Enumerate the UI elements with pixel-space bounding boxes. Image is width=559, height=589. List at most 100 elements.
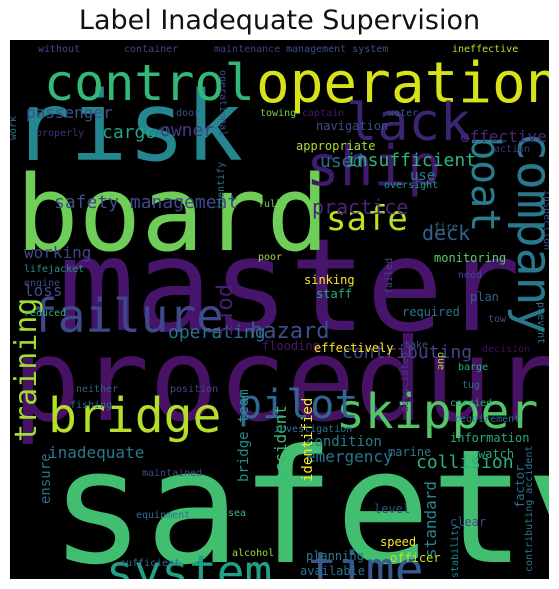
cloud-word-sufficient: sufficient [120,558,180,569]
cloud-word-contributing: contributing [342,342,472,363]
cloud-word-oversight: oversight [384,180,438,191]
cloud-word-requirement: requirement [454,414,520,425]
cloud-word-fishing: fishing [70,400,112,411]
cloud-word-boat: boat [462,136,508,232]
cloud-word-standard: standard [421,481,440,558]
cloud-word-assessment: assessment [547,528,549,579]
cloud-word-used: used [320,151,363,172]
cloud-word-need: need [458,270,482,281]
cloud-word-owner: owner [160,120,214,141]
cloud-word-pilot: pilot [238,382,358,428]
cloud-word-inadequate: inadequate [48,443,144,462]
cloud-word-carried: carried [450,398,492,409]
cloud-word-navigation: navigation [316,119,388,133]
cloud-word-safety: safety [50,416,549,579]
cloud-word-speed: speed [380,535,416,549]
cloud-word-planning: planning [306,549,364,563]
cloud-word-associated: associated [400,352,411,412]
cloud-word-tug: tug [462,380,480,391]
cloud-word-properly: properly [36,128,84,139]
cloud-word-maintenance: maintenance [214,44,280,55]
cloud-word-action: action [494,144,530,155]
cloud-word-maintained: maintained [142,468,202,479]
cloud-word-working: working [24,243,91,262]
cloud-word-take: take [404,340,428,351]
cloud-word-captain: captain [302,108,344,119]
cloud-word-clear: clear [450,515,486,529]
cloud-word-neither: neither [76,384,118,395]
cloud-word-water: water [388,108,418,119]
cloud-word-company: company [506,132,549,334]
cloud-word-decision: decision [482,344,530,355]
cloud-word-work: work [10,116,19,140]
cloud-word-required: required [402,305,460,319]
cloud-word-ensure: ensure [38,453,54,504]
cloud-word-barge: barge [458,362,488,373]
cloud-word-flooding: flooding [262,339,320,353]
cloud-word-procedure: procedure [12,314,549,447]
cloud-word-sinking: sinking [304,273,355,287]
cloud-word-fire: fire [434,222,458,233]
cloud-word-emergency: emergency [306,447,393,466]
cloud-word-appropriate: appropriate [296,139,375,153]
cloud-word-time: time [308,542,424,579]
cloud-word-door: door [176,108,200,119]
cloud-word-engine: engine [24,278,60,289]
cloud-word-insufficient: insufficient [346,150,476,171]
cloud-word-practice: practice [312,195,408,219]
cloud-word-sea: sea [228,508,246,519]
cloud-word-staff: staff [316,287,352,301]
cloud-word-plan: plan [470,290,499,304]
cloud-word-condition: condition [306,434,382,450]
cloud-word-due: due [435,352,446,370]
cloud-word-level: level [374,502,410,516]
cloud-word-system: system [106,545,272,579]
cloud-word-equipment: equipment [136,510,190,521]
cloud-word-passenger: passenger [26,103,113,122]
cloud-word-management-system: management system [286,44,388,55]
cloud-word-deck: deck [422,221,470,245]
cloud-word-alcohol: alcohol [232,548,274,559]
cloud-word-operation: operation [256,51,549,116]
cloud-word-effectively: effectively [314,341,393,355]
cloud-word-prevent: prevent [535,302,546,344]
cloud-word-stability: stability [450,524,461,578]
cloud-word-monitoring: monitoring [434,251,506,265]
cloud-word-marine: marine [388,445,431,459]
cloud-word-bridge-team: bridge team [236,389,252,482]
cloud-word-fully: fully [258,199,288,210]
cloud-word-towing: towing [260,108,296,119]
cloud-word-hazard: hazard [250,319,329,344]
cloud-word-safe: safe [326,199,408,239]
cloud-word-ineffective: ineffective [452,44,518,55]
cloud-word-use: use [410,168,435,184]
cloud-word-oil: oil [152,126,170,137]
cloud-word-training: training [10,298,44,443]
cloud-word-ship: ship [306,134,441,199]
cloud-word-port: port [214,284,239,337]
cloud-word-identified: identified [300,398,316,482]
cloud-word-safety-management: safety management [54,192,238,213]
cloud-word-position: position [170,384,218,395]
cloud-word-investigation: investigation [274,424,352,435]
cloud-word-available: available [300,564,365,578]
cloud-word-lifejacket: lifejacket [24,264,84,275]
cloud-word-inspection: inspection [541,190,549,250]
cloud-word-identify: identify [216,162,227,210]
cloud-word-without: without [38,44,80,55]
figure-title: Label Inadequate Supervision [78,5,481,36]
cloud-word-skipper: skipper [336,384,538,440]
cloud-word-contributing-accident: contributing accident [524,446,535,572]
cloud-word-lack: lack [346,93,471,153]
cloud-word-cargo: cargo [102,122,156,143]
cloud-word-failed: failed [384,258,395,294]
cloud-word-information: information [450,431,529,445]
cloud-word-officer: officer [390,551,441,565]
cloud-word-reduced: reduced [24,308,66,319]
cloud-word-operational: operational [217,70,228,136]
cloud-word-poor: poor [258,252,282,263]
cloud-word-tow: tow [488,314,507,325]
cloud-word-accident: accident [271,405,290,482]
